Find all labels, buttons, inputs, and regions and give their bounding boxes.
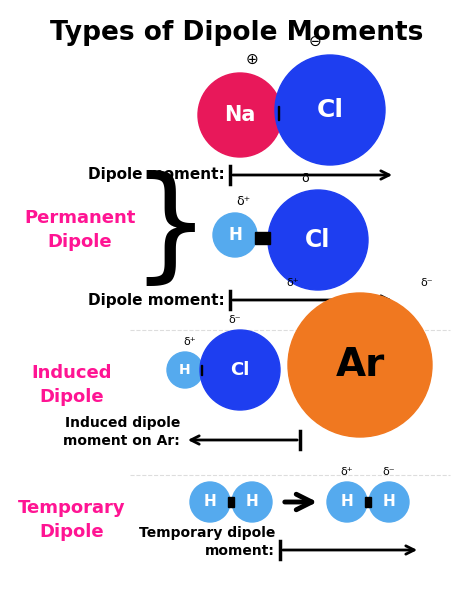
- Circle shape: [200, 330, 280, 410]
- Text: δ⁺: δ⁺: [341, 467, 353, 477]
- Circle shape: [327, 482, 367, 522]
- Text: δ⁺: δ⁺: [236, 195, 250, 208]
- Text: Types of Dipole Moments: Types of Dipole Moments: [50, 20, 424, 46]
- Text: Temporary
Dipole: Temporary Dipole: [18, 499, 126, 541]
- Text: H: H: [228, 226, 242, 244]
- Text: H: H: [179, 363, 191, 377]
- Text: δ⁻: δ⁻: [228, 315, 241, 325]
- Circle shape: [232, 482, 272, 522]
- Text: δ⁻: δ⁻: [301, 172, 315, 185]
- Text: H: H: [246, 494, 258, 510]
- Text: Permanent
Dipole: Permanent Dipole: [24, 209, 136, 251]
- Text: Ar: Ar: [336, 346, 384, 384]
- Circle shape: [190, 482, 230, 522]
- Text: ⊕: ⊕: [246, 52, 258, 67]
- Text: Dipole moment:: Dipole moment:: [88, 168, 225, 182]
- Text: Cl: Cl: [317, 98, 344, 122]
- Text: δ⁺: δ⁺: [287, 278, 299, 288]
- Circle shape: [268, 190, 368, 290]
- Circle shape: [167, 352, 203, 388]
- Text: Dipole moment:: Dipole moment:: [88, 292, 225, 307]
- Text: δ⁺: δ⁺: [184, 337, 196, 347]
- Circle shape: [369, 482, 409, 522]
- Text: Temporary dipole
moment:: Temporary dipole moment:: [138, 526, 275, 558]
- Bar: [365, 497, 371, 507]
- Text: Cl: Cl: [305, 228, 331, 252]
- Text: Induced dipole
moment on Ar:: Induced dipole moment on Ar:: [63, 416, 180, 448]
- Circle shape: [288, 293, 432, 437]
- Circle shape: [275, 55, 385, 165]
- Bar: [201, 365, 202, 375]
- Text: Cl: Cl: [230, 361, 250, 379]
- Text: ⊖: ⊖: [309, 34, 321, 49]
- Text: Induced
Dipole: Induced Dipole: [32, 364, 112, 406]
- Circle shape: [213, 213, 257, 257]
- Text: δ⁻: δ⁻: [383, 467, 395, 477]
- Text: Na: Na: [224, 105, 255, 125]
- Bar: [255, 231, 270, 243]
- Bar: [228, 497, 234, 507]
- Text: H: H: [383, 494, 395, 510]
- Text: H: H: [204, 494, 216, 510]
- Bar: [278, 105, 279, 120]
- Text: H: H: [341, 494, 354, 510]
- Circle shape: [198, 73, 282, 157]
- Text: δ⁻: δ⁻: [421, 278, 433, 288]
- Text: }: }: [130, 169, 210, 291]
